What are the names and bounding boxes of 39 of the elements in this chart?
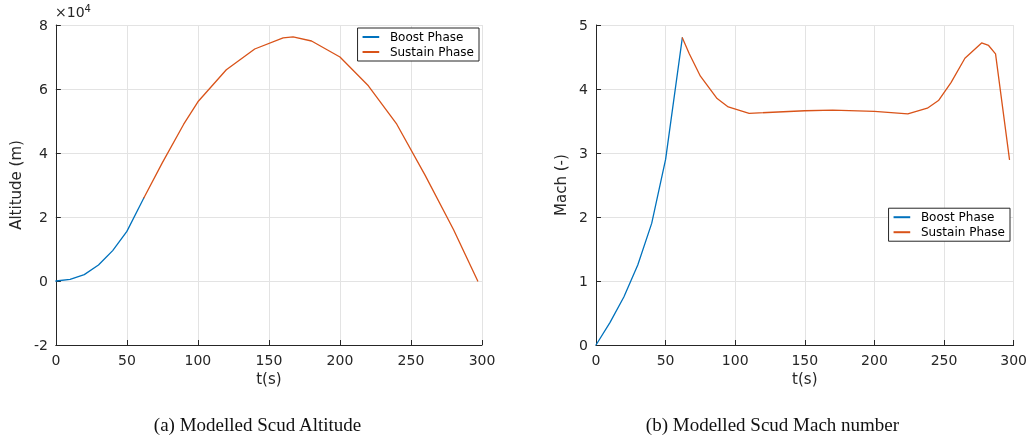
y-tick-label: 2 <box>579 209 588 225</box>
line-series <box>55 197 145 282</box>
legend-label: Sustain Phase <box>389 45 475 59</box>
x-tick-label: 50 <box>117 352 136 368</box>
legend-label: Boost Phase <box>389 30 464 44</box>
y-axis-title: Altitude (m) <box>6 140 25 230</box>
y-tick-label: 6 <box>38 81 48 97</box>
x-tick-label: 0 <box>591 352 601 368</box>
x-axis-title: t(s) <box>792 370 818 389</box>
x-tick-label: 0 <box>51 352 61 368</box>
y-tick-label: 3 <box>579 145 588 161</box>
y-tick-label: 5 <box>579 17 588 33</box>
y-tick-label: 2 <box>38 209 48 225</box>
x-tick-label: 200 <box>861 352 888 368</box>
y-tick-label: 0 <box>579 337 588 353</box>
y-tick-label: 4 <box>38 145 48 161</box>
x-tick-label: 100 <box>184 352 212 368</box>
x-tick-label: 200 <box>326 352 354 368</box>
line-series <box>681 37 1011 161</box>
x-tick-label: 150 <box>255 352 283 368</box>
legend-label: Sustain Phase <box>920 225 1006 240</box>
y-axis-title: Mach (-) <box>551 154 570 216</box>
text: (a) Modelled Scud Altitude <box>153 414 362 436</box>
y-tick-label: -2 <box>33 337 48 353</box>
line-series <box>595 37 683 346</box>
x-tick-label: 150 <box>791 352 819 368</box>
x-tick-label: 250 <box>397 352 425 368</box>
y-tick-label: 8 <box>38 17 48 33</box>
y-tick-label: 4 <box>579 81 589 97</box>
y-tick-label: 1 <box>579 273 588 289</box>
y-tick-label: 0 <box>38 273 48 289</box>
text: (b) Modelled Scud Mach number <box>645 414 900 436</box>
x-tick-label: 50 <box>656 352 675 368</box>
legend-label: Boost Phase <box>920 210 995 225</box>
x-tick-label: 300 <box>1000 352 1028 368</box>
x-tick-label: 250 <box>930 352 958 368</box>
x-tick-label: 300 <box>468 352 496 368</box>
x-tick-label: 100 <box>721 352 749 368</box>
x-axis-title: t(s) <box>256 370 282 389</box>
